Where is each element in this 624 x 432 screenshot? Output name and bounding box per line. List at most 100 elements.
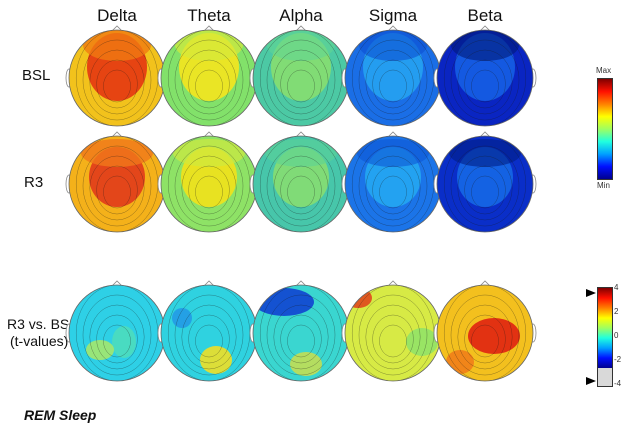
contour-line	[266, 39, 336, 121]
colorbar-power	[597, 78, 613, 180]
colorbar-min-label: Min	[597, 181, 610, 190]
contour-line	[195, 175, 223, 209]
contour-line	[280, 314, 322, 364]
contour-line	[89, 304, 145, 370]
contour-line	[181, 304, 237, 370]
colorbar-tick-label: 2	[614, 307, 619, 316]
row-label-line1: R3 vs. BSL	[7, 316, 78, 332]
contour-line	[96, 59, 138, 109]
contour-line	[379, 324, 407, 358]
contour-line	[372, 314, 414, 364]
contour-line	[89, 155, 145, 221]
contour-line	[471, 175, 499, 209]
head-outline	[436, 284, 534, 382]
head-outline	[436, 135, 534, 233]
topomap	[433, 25, 537, 127]
row-label-r3: R3	[24, 174, 44, 191]
topomap	[433, 280, 537, 382]
contour-line	[195, 69, 223, 103]
contour-line	[174, 145, 244, 227]
threshold-arrow-down-icon	[586, 377, 596, 385]
topomap-blob	[172, 308, 192, 328]
contour-line	[358, 294, 428, 376]
contour-line	[358, 39, 428, 121]
topomap-blob	[406, 328, 438, 356]
contour-line	[443, 136, 527, 232]
band-title-sigma: Sigma	[368, 6, 418, 25]
topomap	[249, 131, 353, 233]
contour-line	[174, 294, 244, 376]
contour-line	[372, 59, 414, 109]
contour-line	[96, 165, 138, 215]
topomap-blob	[175, 30, 243, 61]
contour-line	[82, 294, 152, 376]
head-outline	[436, 29, 534, 127]
contour-line	[174, 39, 244, 121]
contour-line	[464, 314, 506, 364]
colorbar-tick-label: -4	[614, 379, 622, 388]
contour-line	[457, 304, 513, 370]
contour-line	[103, 175, 131, 209]
contour-line	[273, 304, 329, 370]
contour-line	[450, 39, 520, 121]
topomap-blob	[446, 350, 474, 374]
topomap-blob	[173, 139, 245, 167]
topomap-blob	[267, 30, 335, 61]
contour-line	[188, 165, 230, 215]
contour-line	[464, 165, 506, 215]
topomap-blob	[468, 318, 520, 354]
colorbar-tvalues-gradient	[598, 288, 612, 386]
row-label-r3-vs-bsl: R3 vs. BSL (t-values)	[7, 316, 77, 350]
topomap-blob	[112, 326, 136, 358]
contour-line	[457, 155, 513, 221]
contour-line	[280, 165, 322, 215]
topomap-blob	[265, 139, 337, 167]
contour-line	[195, 324, 223, 358]
contour-line	[188, 314, 230, 364]
contour-line	[181, 49, 237, 115]
contour-line	[103, 69, 131, 103]
colorbar-tick-label: -2	[614, 355, 622, 364]
contour-line	[287, 69, 315, 103]
row-label-bsl: BSL	[22, 67, 51, 84]
contour-line	[450, 145, 520, 227]
contour-line	[358, 145, 428, 227]
topomap-blob	[449, 139, 521, 167]
contour-line	[89, 49, 145, 115]
contour-line	[379, 69, 407, 103]
contour-line	[266, 294, 336, 376]
contour-line	[457, 49, 513, 115]
topomap	[157, 25, 261, 127]
topomap-blob	[357, 139, 429, 167]
contour-line	[287, 175, 315, 209]
colorbar-max-label: Max	[596, 66, 612, 75]
topomap-blob	[345, 288, 372, 308]
topomap	[65, 25, 169, 127]
topomap-blob	[359, 30, 427, 61]
topomap	[341, 280, 445, 382]
topomap-blob	[451, 30, 519, 61]
contour-line	[96, 314, 138, 364]
contour-line	[365, 304, 421, 370]
band-title-theta: Theta	[187, 6, 231, 25]
band-title-delta: Delta	[97, 6, 137, 25]
contour-line	[273, 155, 329, 221]
contour-line	[379, 175, 407, 209]
contour-line	[365, 49, 421, 115]
contour-line	[372, 165, 414, 215]
topomap-blob	[86, 340, 114, 360]
contour-line	[471, 69, 499, 103]
contour-line	[82, 39, 152, 121]
topomap-blob	[83, 30, 151, 61]
contour-line	[273, 49, 329, 115]
contour-line	[266, 145, 336, 227]
contour-line	[365, 155, 421, 221]
contour-line	[287, 324, 315, 358]
contour-line	[443, 285, 527, 381]
contour-line	[280, 59, 322, 109]
contour-line	[443, 30, 527, 126]
row-label-line2: (t-values)	[10, 333, 69, 349]
colorbar-tvalues	[597, 287, 613, 387]
contour-line	[82, 145, 152, 227]
contour-line	[181, 155, 237, 221]
